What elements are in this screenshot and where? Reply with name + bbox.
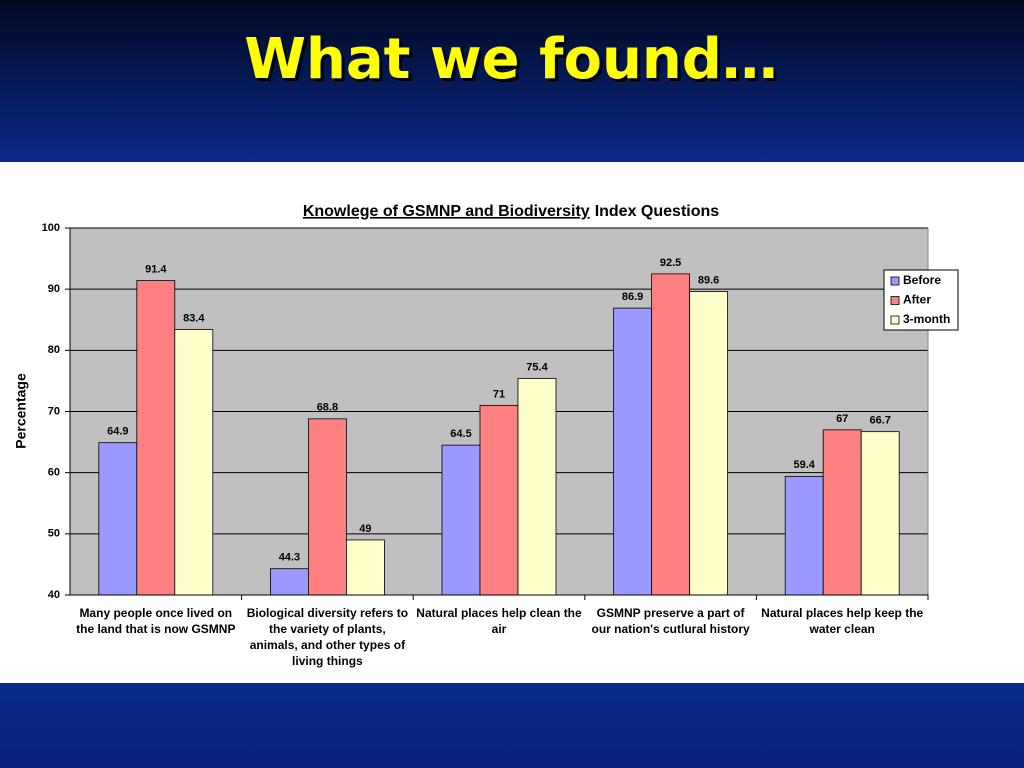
value-label: 92.5 bbox=[660, 257, 681, 269]
slide-title-shadow: What we found… bbox=[247, 30, 781, 95]
value-label: 44.3 bbox=[279, 552, 300, 564]
y-tick-label: 90 bbox=[48, 283, 60, 295]
legend-swatch bbox=[890, 315, 900, 325]
value-label: 66.7 bbox=[869, 415, 890, 427]
value-label: 83.4 bbox=[183, 312, 205, 324]
value-label: 75.4 bbox=[526, 361, 548, 373]
value-label: 91.4 bbox=[145, 264, 167, 276]
bar bbox=[689, 291, 728, 596]
legend-swatch bbox=[890, 276, 900, 286]
chart-title: Knowlege of GSMNP and Biodiversity Index … bbox=[303, 203, 719, 220]
bar bbox=[269, 568, 309, 596]
bar bbox=[784, 475, 824, 596]
value-label: 67 bbox=[836, 413, 848, 425]
y-tick-label: 50 bbox=[48, 528, 60, 540]
value-label: 64.9 bbox=[107, 426, 128, 438]
bar bbox=[517, 378, 557, 596]
value-label: 71 bbox=[493, 388, 505, 400]
bar bbox=[441, 444, 481, 596]
bar bbox=[479, 404, 519, 596]
bar bbox=[613, 307, 652, 596]
x-tick-label: Natural places help keep the water clean bbox=[761, 606, 924, 636]
value-label: 89.6 bbox=[698, 275, 719, 287]
bar bbox=[174, 329, 214, 596]
chart-title-rest: Index Questions bbox=[595, 203, 720, 220]
header-band bbox=[0, 0, 1024, 162]
y-tick-label: 40 bbox=[48, 589, 60, 601]
slide-title: What we found… bbox=[244, 27, 778, 92]
value-label: 68.8 bbox=[317, 402, 338, 414]
legend-label: Before bbox=[903, 273, 941, 287]
x-tick-label: GSMNP preserve a part of our nation's cu… bbox=[591, 606, 750, 636]
bar bbox=[651, 273, 690, 596]
x-tick-label: Natural places help clean the air bbox=[416, 606, 582, 636]
y-tick-label: 60 bbox=[48, 467, 60, 479]
bar bbox=[345, 539, 385, 596]
footer-band bbox=[0, 683, 1024, 768]
y-axis-label: Percentage bbox=[13, 373, 29, 449]
value-label: 86.9 bbox=[622, 291, 643, 303]
y-tick-label: 100 bbox=[42, 222, 60, 234]
value-label: 49 bbox=[359, 523, 371, 535]
value-label: 64.5 bbox=[450, 428, 471, 440]
bar bbox=[822, 429, 862, 596]
legend-label: After bbox=[903, 293, 931, 307]
bar bbox=[98, 442, 138, 596]
bar bbox=[136, 280, 176, 596]
bar bbox=[307, 418, 347, 596]
y-tick-label: 80 bbox=[48, 344, 60, 356]
legend-swatch bbox=[890, 296, 900, 305]
value-label: 59.4 bbox=[793, 459, 815, 471]
x-tick-label: Biological diversity refers to the varie… bbox=[246, 606, 409, 668]
legend-label: 3-month bbox=[903, 312, 950, 326]
chart-title-underlined: Knowlege of GSMNP and Biodiversity bbox=[303, 203, 590, 220]
bar bbox=[860, 431, 900, 596]
x-tick-label: Many people once lived on the land that … bbox=[76, 606, 236, 636]
y-tick-label: 70 bbox=[48, 405, 60, 417]
